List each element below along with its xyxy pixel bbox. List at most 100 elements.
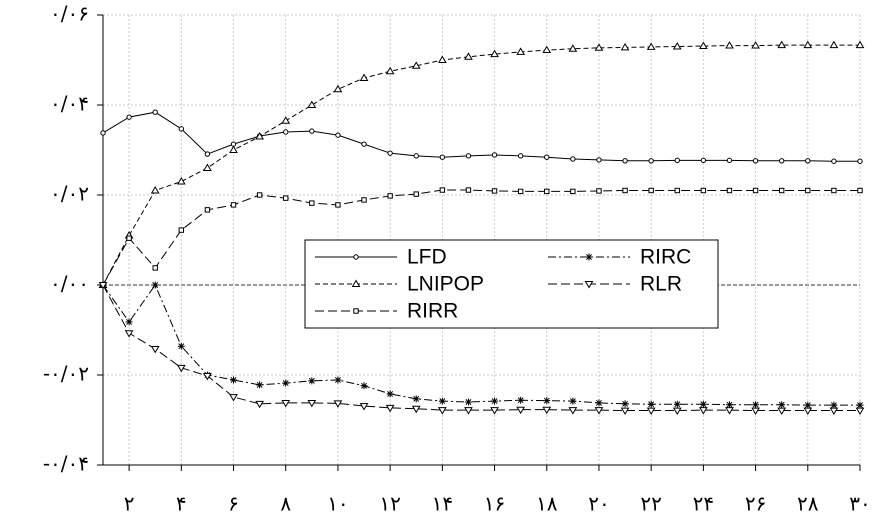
marker — [230, 147, 237, 153]
marker — [832, 159, 836, 163]
y-tick-label: -۰/۰۴ — [43, 452, 89, 476]
legend-marker — [354, 255, 358, 259]
marker — [282, 117, 289, 123]
x-tick-label: ۲۴ — [693, 492, 714, 516]
marker — [806, 188, 810, 192]
legend-label: RIRR — [407, 300, 458, 323]
marker — [492, 153, 496, 157]
marker — [545, 189, 549, 193]
marker — [832, 188, 836, 192]
x-tick-label: ۲۰ — [588, 492, 609, 516]
marker — [439, 408, 446, 414]
x-tick-label: ۱۰ — [327, 492, 348, 516]
marker — [830, 42, 837, 48]
series-line — [103, 112, 860, 161]
marker — [336, 203, 340, 207]
marker — [779, 159, 783, 163]
marker — [675, 188, 679, 192]
y-tick-label: ۰/۰۲ — [50, 182, 89, 206]
marker — [101, 131, 105, 135]
marker — [491, 398, 498, 405]
marker — [674, 401, 681, 408]
marker — [282, 380, 289, 387]
x-tick-label: ۱۸ — [536, 492, 558, 516]
marker — [752, 408, 759, 414]
marker — [752, 42, 759, 48]
marker — [204, 165, 211, 171]
marker — [336, 133, 340, 137]
legend-marker — [354, 309, 358, 313]
marker — [205, 152, 209, 156]
marker — [778, 401, 785, 408]
marker — [492, 189, 496, 193]
marker — [727, 188, 731, 192]
x-tick-label: ۶ — [228, 492, 239, 516]
marker — [727, 158, 731, 162]
marker — [700, 408, 707, 414]
marker — [256, 381, 263, 388]
marker — [543, 397, 550, 404]
marker — [517, 397, 524, 404]
marker — [230, 395, 237, 401]
x-tick-label: ۸ — [280, 492, 291, 516]
marker — [752, 401, 759, 408]
marker — [465, 408, 472, 414]
marker — [179, 228, 183, 232]
marker — [778, 42, 785, 48]
marker — [179, 127, 183, 131]
marker — [701, 158, 705, 162]
y-tick-label: -۰/۰۲ — [43, 362, 89, 386]
marker — [178, 343, 185, 350]
marker — [440, 188, 444, 192]
chart: -۰/۰۴-۰/۰۲۰/۰۰۰/۰۲۰/۰۴۰/۰۶۲۴۶۸۱۰۱۲۱۴۱۶۱۸… — [0, 0, 874, 519]
marker — [465, 53, 472, 59]
legend-label: RLR — [640, 273, 682, 296]
y-tick-label: ۰/۰۴ — [50, 92, 89, 116]
x-tick-label: ۱۲ — [379, 492, 400, 516]
marker — [127, 236, 131, 240]
marker — [622, 400, 629, 407]
marker — [569, 45, 576, 51]
marker — [857, 408, 864, 414]
marker — [387, 68, 394, 74]
marker — [648, 43, 655, 49]
marker — [571, 189, 575, 193]
marker — [127, 115, 131, 119]
marker — [388, 194, 392, 198]
marker — [178, 178, 185, 184]
marker — [284, 196, 288, 200]
marker — [310, 201, 314, 205]
x-tick-label: ۴ — [176, 492, 187, 516]
marker — [622, 408, 629, 414]
x-tick-label: ۱۴ — [432, 492, 453, 516]
marker — [804, 408, 811, 414]
marker — [334, 86, 341, 92]
marker — [387, 390, 394, 397]
marker — [491, 408, 498, 414]
x-tick-label: ۲ — [124, 492, 135, 516]
legend-marker — [586, 254, 593, 261]
marker — [726, 42, 733, 48]
marker — [857, 42, 864, 48]
marker — [256, 401, 263, 407]
marker — [648, 408, 655, 414]
marker — [205, 208, 209, 212]
marker — [439, 398, 446, 405]
marker — [518, 154, 522, 158]
x-tick-label: ۱۶ — [484, 492, 505, 516]
marker — [414, 192, 418, 196]
marker — [804, 42, 811, 48]
marker — [571, 157, 575, 161]
marker — [595, 399, 602, 406]
marker — [806, 159, 810, 163]
marker — [545, 155, 549, 159]
marker — [597, 158, 601, 162]
marker — [649, 188, 653, 192]
y-tick-label: ۰/۰۶ — [50, 2, 89, 26]
marker — [361, 382, 368, 389]
marker — [517, 407, 524, 413]
legend-label: RIRC — [640, 246, 691, 269]
legend-label: LFD — [407, 246, 447, 269]
marker — [518, 189, 522, 193]
marker — [623, 159, 627, 163]
